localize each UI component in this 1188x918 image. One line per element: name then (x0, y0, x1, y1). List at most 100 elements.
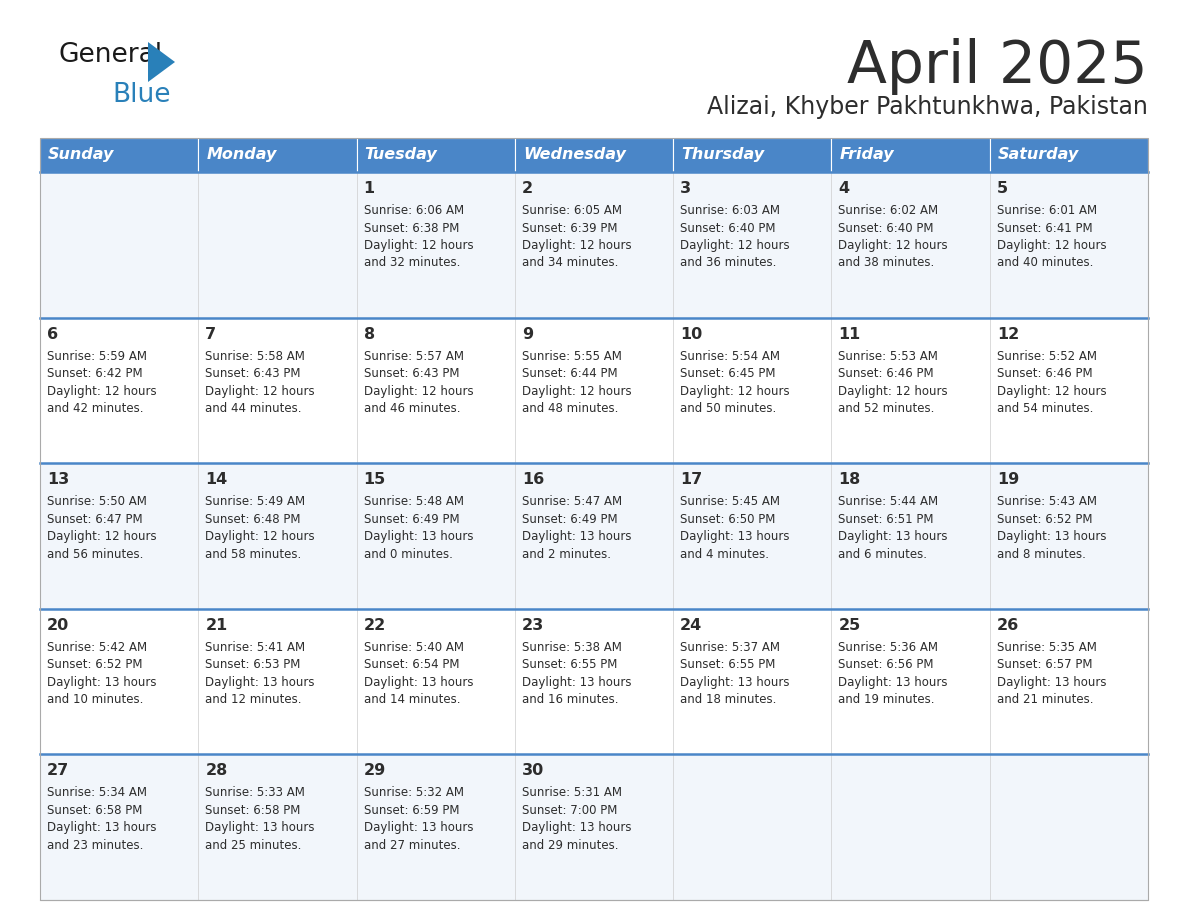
Text: and 8 minutes.: and 8 minutes. (997, 548, 1086, 561)
Text: and 56 minutes.: and 56 minutes. (48, 548, 144, 561)
Bar (674, 464, 832, 609)
Text: Sunset: 6:41 PM: Sunset: 6:41 PM (997, 221, 1092, 234)
Text: and 2 minutes.: and 2 minutes. (522, 548, 611, 561)
Bar (198, 464, 356, 609)
Bar (514, 172, 674, 318)
Text: and 32 minutes.: and 32 minutes. (364, 256, 460, 270)
Text: Daylight: 12 hours: Daylight: 12 hours (681, 239, 790, 252)
Bar (990, 172, 1148, 318)
Text: Saturday: Saturday (998, 148, 1079, 162)
Text: and 50 minutes.: and 50 minutes. (681, 402, 777, 415)
Text: and 25 minutes.: and 25 minutes. (206, 839, 302, 852)
Text: Sunrise: 5:45 AM: Sunrise: 5:45 AM (681, 495, 781, 509)
Text: Sunset: 6:47 PM: Sunset: 6:47 PM (48, 512, 143, 526)
Text: Daylight: 13 hours: Daylight: 13 hours (997, 531, 1106, 543)
Polygon shape (148, 42, 175, 82)
Text: Daylight: 12 hours: Daylight: 12 hours (997, 239, 1106, 252)
Text: and 0 minutes.: and 0 minutes. (364, 548, 453, 561)
Text: Sunrise: 5:53 AM: Sunrise: 5:53 AM (839, 350, 939, 363)
Text: Sunrise: 5:31 AM: Sunrise: 5:31 AM (522, 787, 621, 800)
Text: Sunrise: 5:57 AM: Sunrise: 5:57 AM (364, 350, 463, 363)
Bar (40, 609, 198, 755)
Text: Sunset: 6:40 PM: Sunset: 6:40 PM (681, 221, 776, 234)
Text: and 12 minutes.: and 12 minutes. (206, 693, 302, 706)
Text: and 34 minutes.: and 34 minutes. (522, 256, 618, 270)
Text: Sunday: Sunday (48, 148, 114, 162)
Text: 25: 25 (839, 618, 860, 633)
Text: Sunset: 6:48 PM: Sunset: 6:48 PM (206, 512, 301, 526)
Bar (198, 318, 356, 464)
Text: Daylight: 12 hours: Daylight: 12 hours (997, 385, 1106, 397)
Text: Daylight: 12 hours: Daylight: 12 hours (48, 531, 157, 543)
Text: Sunrise: 5:47 AM: Sunrise: 5:47 AM (522, 495, 623, 509)
Bar (674, 609, 832, 755)
Bar (514, 609, 674, 755)
Text: Daylight: 13 hours: Daylight: 13 hours (839, 531, 948, 543)
Text: and 21 minutes.: and 21 minutes. (997, 693, 1093, 706)
Text: Sunrise: 5:33 AM: Sunrise: 5:33 AM (206, 787, 305, 800)
Bar (40, 138, 1148, 900)
Text: Daylight: 13 hours: Daylight: 13 hours (364, 676, 473, 688)
Text: and 40 minutes.: and 40 minutes. (997, 256, 1093, 270)
Text: 18: 18 (839, 472, 860, 487)
Bar (990, 138, 1148, 172)
Bar (198, 138, 356, 172)
Text: Daylight: 13 hours: Daylight: 13 hours (48, 822, 157, 834)
Text: 7: 7 (206, 327, 216, 341)
Text: 23: 23 (522, 618, 544, 633)
Text: Sunrise: 5:49 AM: Sunrise: 5:49 AM (206, 495, 305, 509)
Bar (832, 318, 990, 464)
Text: Sunset: 6:50 PM: Sunset: 6:50 PM (681, 512, 776, 526)
Text: 24: 24 (681, 618, 702, 633)
Text: and 54 minutes.: and 54 minutes. (997, 402, 1093, 415)
Text: Monday: Monday (207, 148, 277, 162)
Text: Wednesday: Wednesday (523, 148, 626, 162)
Text: Sunset: 6:49 PM: Sunset: 6:49 PM (364, 512, 460, 526)
Text: Daylight: 13 hours: Daylight: 13 hours (681, 531, 790, 543)
Text: Sunrise: 6:01 AM: Sunrise: 6:01 AM (997, 204, 1097, 217)
Text: Sunset: 6:56 PM: Sunset: 6:56 PM (839, 658, 934, 671)
Text: 9: 9 (522, 327, 533, 341)
Text: Friday: Friday (840, 148, 895, 162)
Text: Tuesday: Tuesday (365, 148, 437, 162)
Text: Sunset: 6:45 PM: Sunset: 6:45 PM (681, 367, 776, 380)
Text: Sunset: 6:52 PM: Sunset: 6:52 PM (997, 512, 1092, 526)
Text: Sunrise: 5:50 AM: Sunrise: 5:50 AM (48, 495, 147, 509)
Text: Daylight: 13 hours: Daylight: 13 hours (997, 676, 1106, 688)
Text: Sunset: 6:58 PM: Sunset: 6:58 PM (48, 804, 143, 817)
Text: Sunrise: 5:52 AM: Sunrise: 5:52 AM (997, 350, 1097, 363)
Text: 27: 27 (48, 764, 69, 778)
Text: Sunrise: 5:48 AM: Sunrise: 5:48 AM (364, 495, 463, 509)
Bar (40, 172, 198, 318)
Text: Sunrise: 5:38 AM: Sunrise: 5:38 AM (522, 641, 621, 654)
Text: 26: 26 (997, 618, 1019, 633)
Text: Daylight: 12 hours: Daylight: 12 hours (206, 385, 315, 397)
Text: Sunrise: 5:43 AM: Sunrise: 5:43 AM (997, 495, 1097, 509)
Bar (356, 318, 514, 464)
Text: Sunset: 6:58 PM: Sunset: 6:58 PM (206, 804, 301, 817)
Text: Sunset: 6:40 PM: Sunset: 6:40 PM (839, 221, 934, 234)
Bar (832, 609, 990, 755)
Text: Daylight: 13 hours: Daylight: 13 hours (206, 822, 315, 834)
Bar (514, 464, 674, 609)
Text: and 19 minutes.: and 19 minutes. (839, 693, 935, 706)
Bar (990, 609, 1148, 755)
Text: Sunset: 6:51 PM: Sunset: 6:51 PM (839, 512, 934, 526)
Text: and 29 minutes.: and 29 minutes. (522, 839, 619, 852)
Text: 12: 12 (997, 327, 1019, 341)
Text: Sunset: 6:46 PM: Sunset: 6:46 PM (839, 367, 934, 380)
Bar (40, 138, 198, 172)
Text: Daylight: 12 hours: Daylight: 12 hours (839, 239, 948, 252)
Text: General: General (58, 42, 162, 68)
Text: Daylight: 12 hours: Daylight: 12 hours (48, 385, 157, 397)
Bar (356, 464, 514, 609)
Text: and 27 minutes.: and 27 minutes. (364, 839, 460, 852)
Text: 8: 8 (364, 327, 374, 341)
Bar (40, 755, 198, 900)
Text: Sunrise: 5:32 AM: Sunrise: 5:32 AM (364, 787, 463, 800)
Text: Daylight: 13 hours: Daylight: 13 hours (48, 676, 157, 688)
Text: Daylight: 12 hours: Daylight: 12 hours (839, 385, 948, 397)
Bar (832, 172, 990, 318)
Text: Daylight: 13 hours: Daylight: 13 hours (522, 531, 631, 543)
Text: and 14 minutes.: and 14 minutes. (364, 693, 460, 706)
